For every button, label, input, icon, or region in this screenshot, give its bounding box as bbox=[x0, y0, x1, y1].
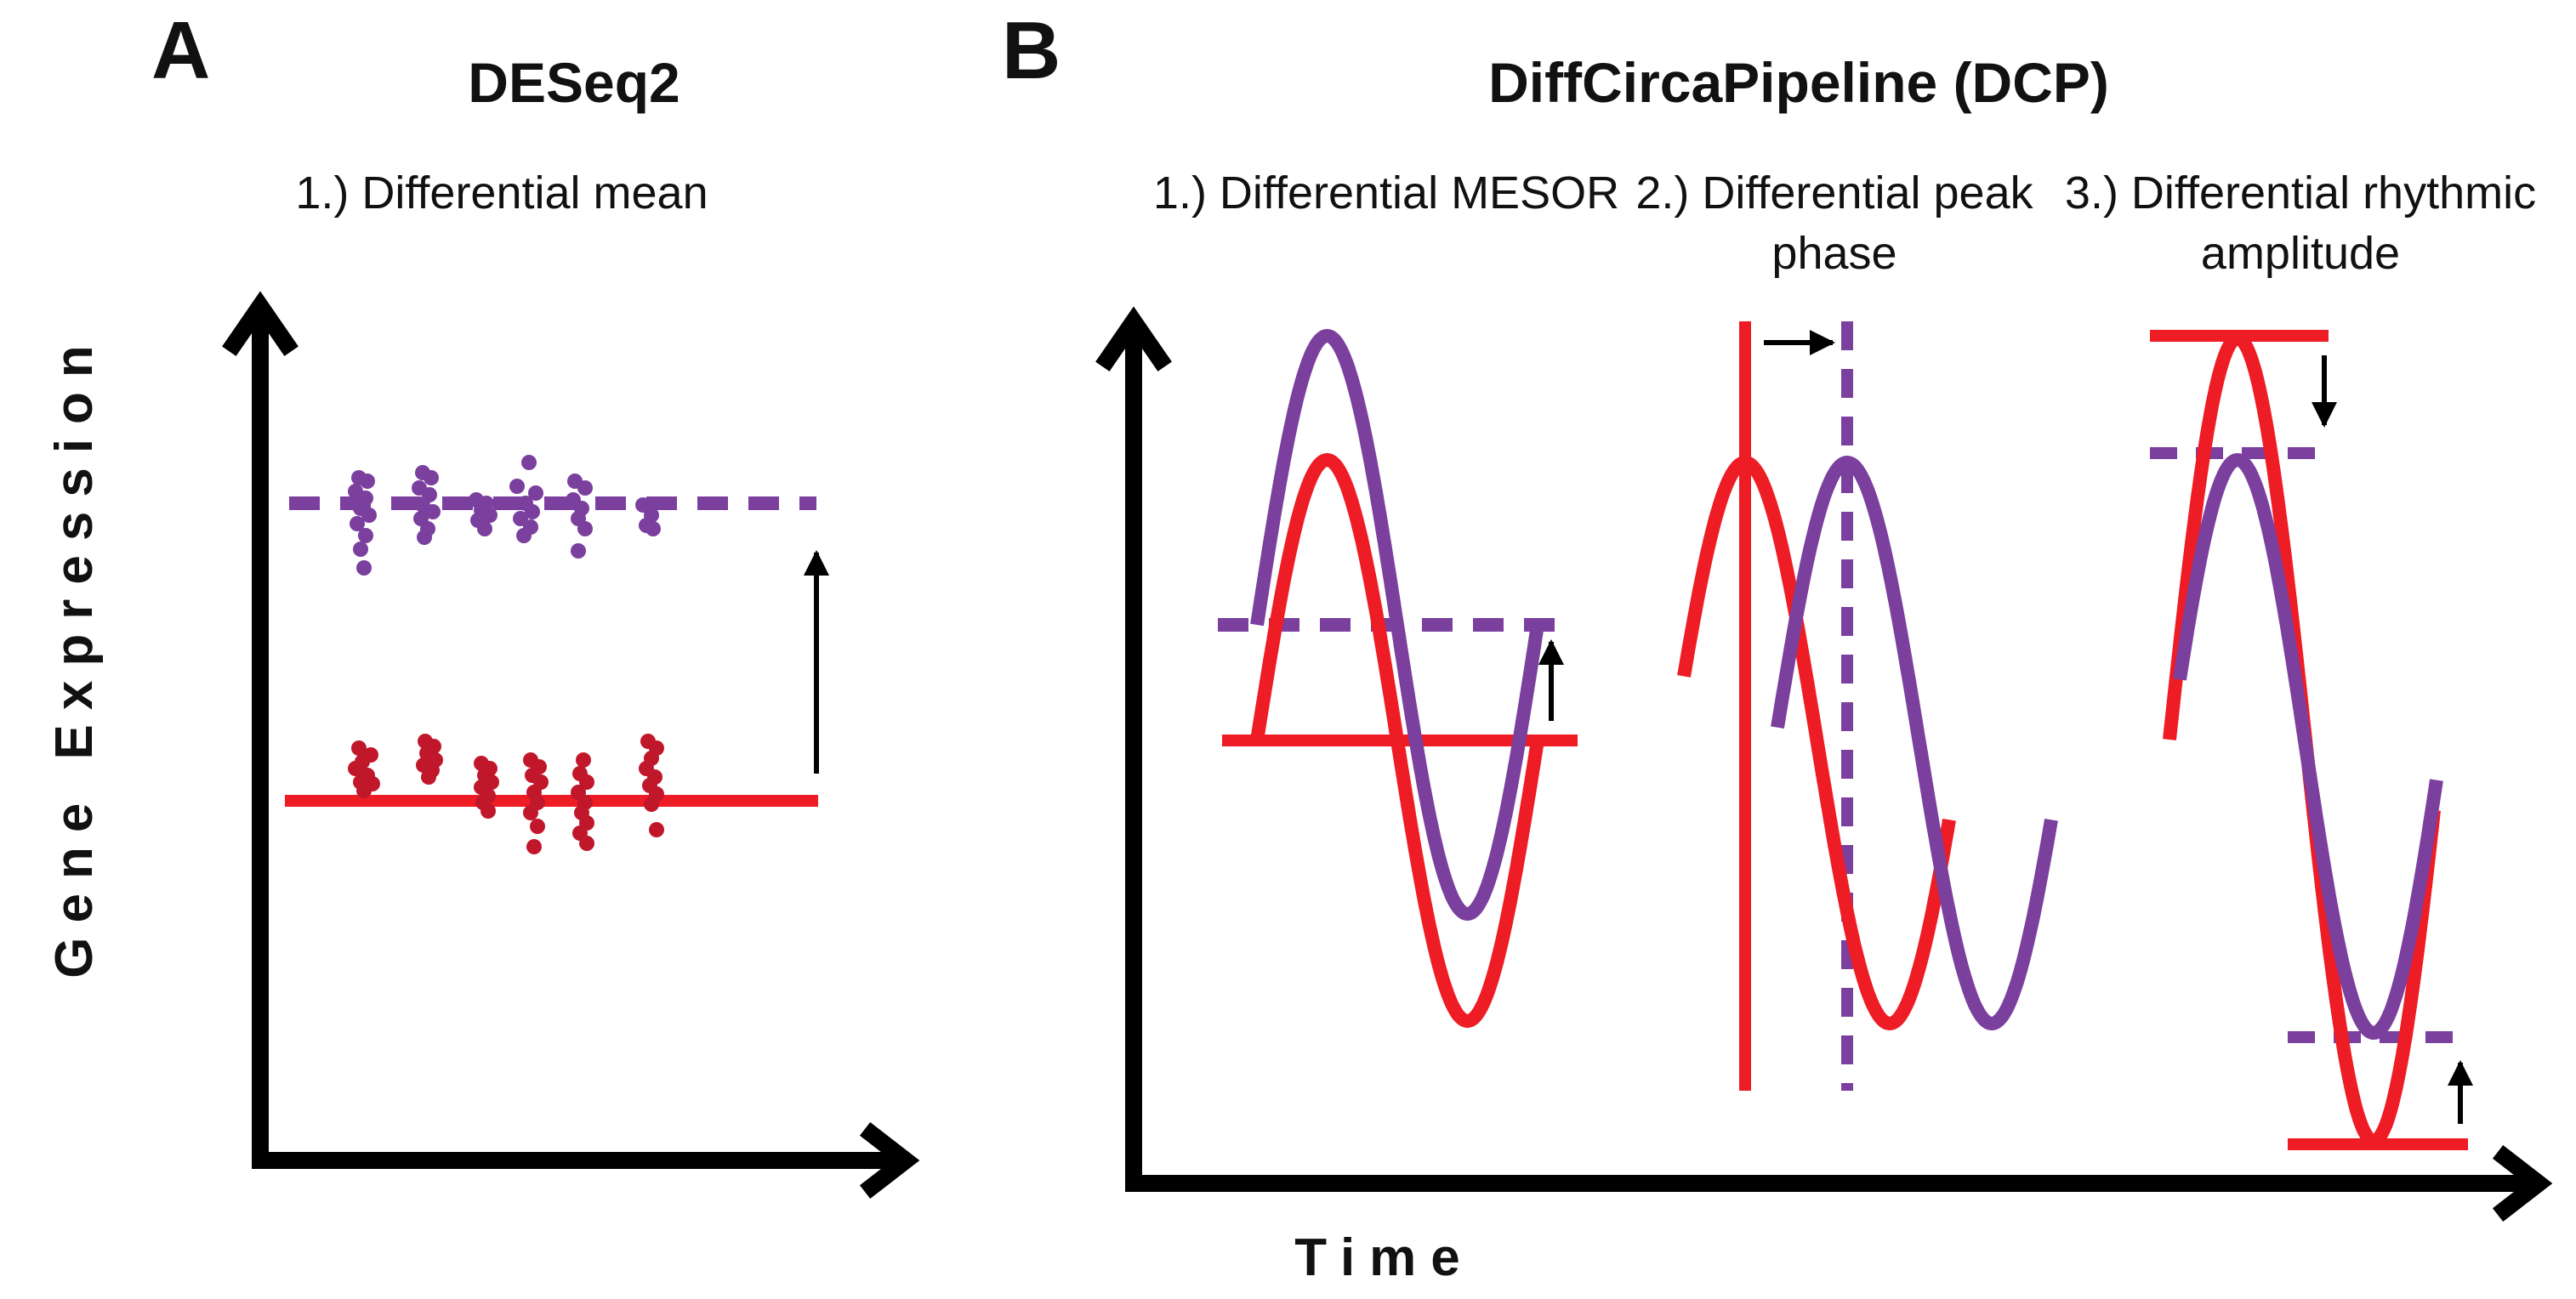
sample-dot bbox=[635, 497, 651, 513]
sample-dot bbox=[571, 543, 586, 559]
sample-dot bbox=[350, 516, 365, 531]
panel-a-axes bbox=[222, 291, 920, 1200]
sample-dot bbox=[645, 521, 661, 536]
red-rhythm-curve bbox=[1250, 452, 1544, 1029]
panel-b-item-2-line-2: phase bbox=[1771, 228, 1896, 279]
sample-dot bbox=[509, 479, 525, 494]
sample-dot bbox=[579, 774, 594, 790]
panel-b: B DiffCircaPipeline (DCP) 1.) Differenti… bbox=[1002, 5, 2553, 1222]
sample-dot bbox=[482, 508, 498, 523]
sample-dot bbox=[579, 836, 594, 851]
sample-dot bbox=[644, 797, 659, 812]
panel-b-x-arrowhead bbox=[2492, 1144, 2553, 1222]
panel-b-letter: B bbox=[1002, 5, 1061, 96]
panel-a: A DESeq2 1.) Differential mean bbox=[151, 5, 920, 1200]
red-sample-dots bbox=[348, 734, 664, 854]
panel-b-heading: DiffCircaPipeline (DCP) bbox=[1488, 51, 2109, 114]
sample-dot bbox=[577, 521, 593, 536]
sample-dot bbox=[351, 740, 367, 756]
panel-b-axes bbox=[1095, 306, 2553, 1222]
sample-dot bbox=[353, 542, 368, 557]
panel-a-x-arrowhead bbox=[859, 1121, 920, 1200]
sample-dot bbox=[358, 528, 373, 543]
sample-dot bbox=[361, 508, 377, 523]
sample-dot bbox=[523, 805, 538, 820]
mesor-example bbox=[1218, 328, 1578, 1029]
sample-dot bbox=[528, 485, 543, 501]
y-axis-title: Gene Expression bbox=[45, 331, 104, 979]
x-axis-title: Time bbox=[1294, 1228, 1475, 1287]
sample-dot bbox=[516, 528, 532, 543]
panel-a-heading: DESeq2 bbox=[468, 51, 680, 114]
sample-dot bbox=[477, 521, 492, 536]
sample-dot bbox=[530, 819, 545, 834]
sample-dot bbox=[521, 455, 537, 470]
panel-b-item-2-line-1: 2.) Differential peak bbox=[1635, 167, 2033, 218]
panel-b-y-arrowhead bbox=[1095, 306, 1172, 372]
amplitude-example bbox=[2150, 330, 2473, 1150]
purple-sample-dots bbox=[348, 455, 661, 576]
panel-b-item-1: 1.) Differential MESOR bbox=[1153, 167, 1619, 218]
sample-dot bbox=[417, 530, 432, 545]
sample-dot bbox=[576, 752, 591, 768]
purple-rhythm-curve bbox=[2173, 452, 2443, 1041]
panel-a-item-1: 1.) Differential mean bbox=[295, 167, 708, 218]
sample-dot bbox=[526, 839, 542, 854]
sample-dot bbox=[525, 504, 540, 519]
sample-dot bbox=[356, 783, 372, 798]
sample-dot bbox=[481, 803, 496, 819]
purple-rhythm-curve bbox=[1771, 455, 2058, 1031]
purple-rhythm-curve bbox=[1250, 328, 1544, 922]
sample-dot bbox=[356, 560, 372, 576]
sample-dot bbox=[360, 474, 375, 489]
sample-dot bbox=[424, 470, 439, 485]
sample-dot bbox=[577, 480, 593, 496]
sample-dot bbox=[348, 761, 363, 776]
red-rhythm-curve bbox=[1677, 455, 1956, 1031]
panel-b-item-3-line-1: 3.) Differential rhythmic bbox=[2065, 167, 2536, 218]
panel-a-y-arrowhead bbox=[222, 291, 299, 356]
sample-dot bbox=[513, 511, 528, 526]
sample-dot bbox=[425, 504, 441, 519]
panel-a-letter: A bbox=[151, 5, 210, 96]
sample-dot bbox=[421, 769, 436, 785]
panel-b-item-3-line-2: amplitude bbox=[2201, 228, 2400, 279]
phase-example bbox=[1677, 321, 2058, 1091]
sample-dot bbox=[649, 822, 664, 837]
